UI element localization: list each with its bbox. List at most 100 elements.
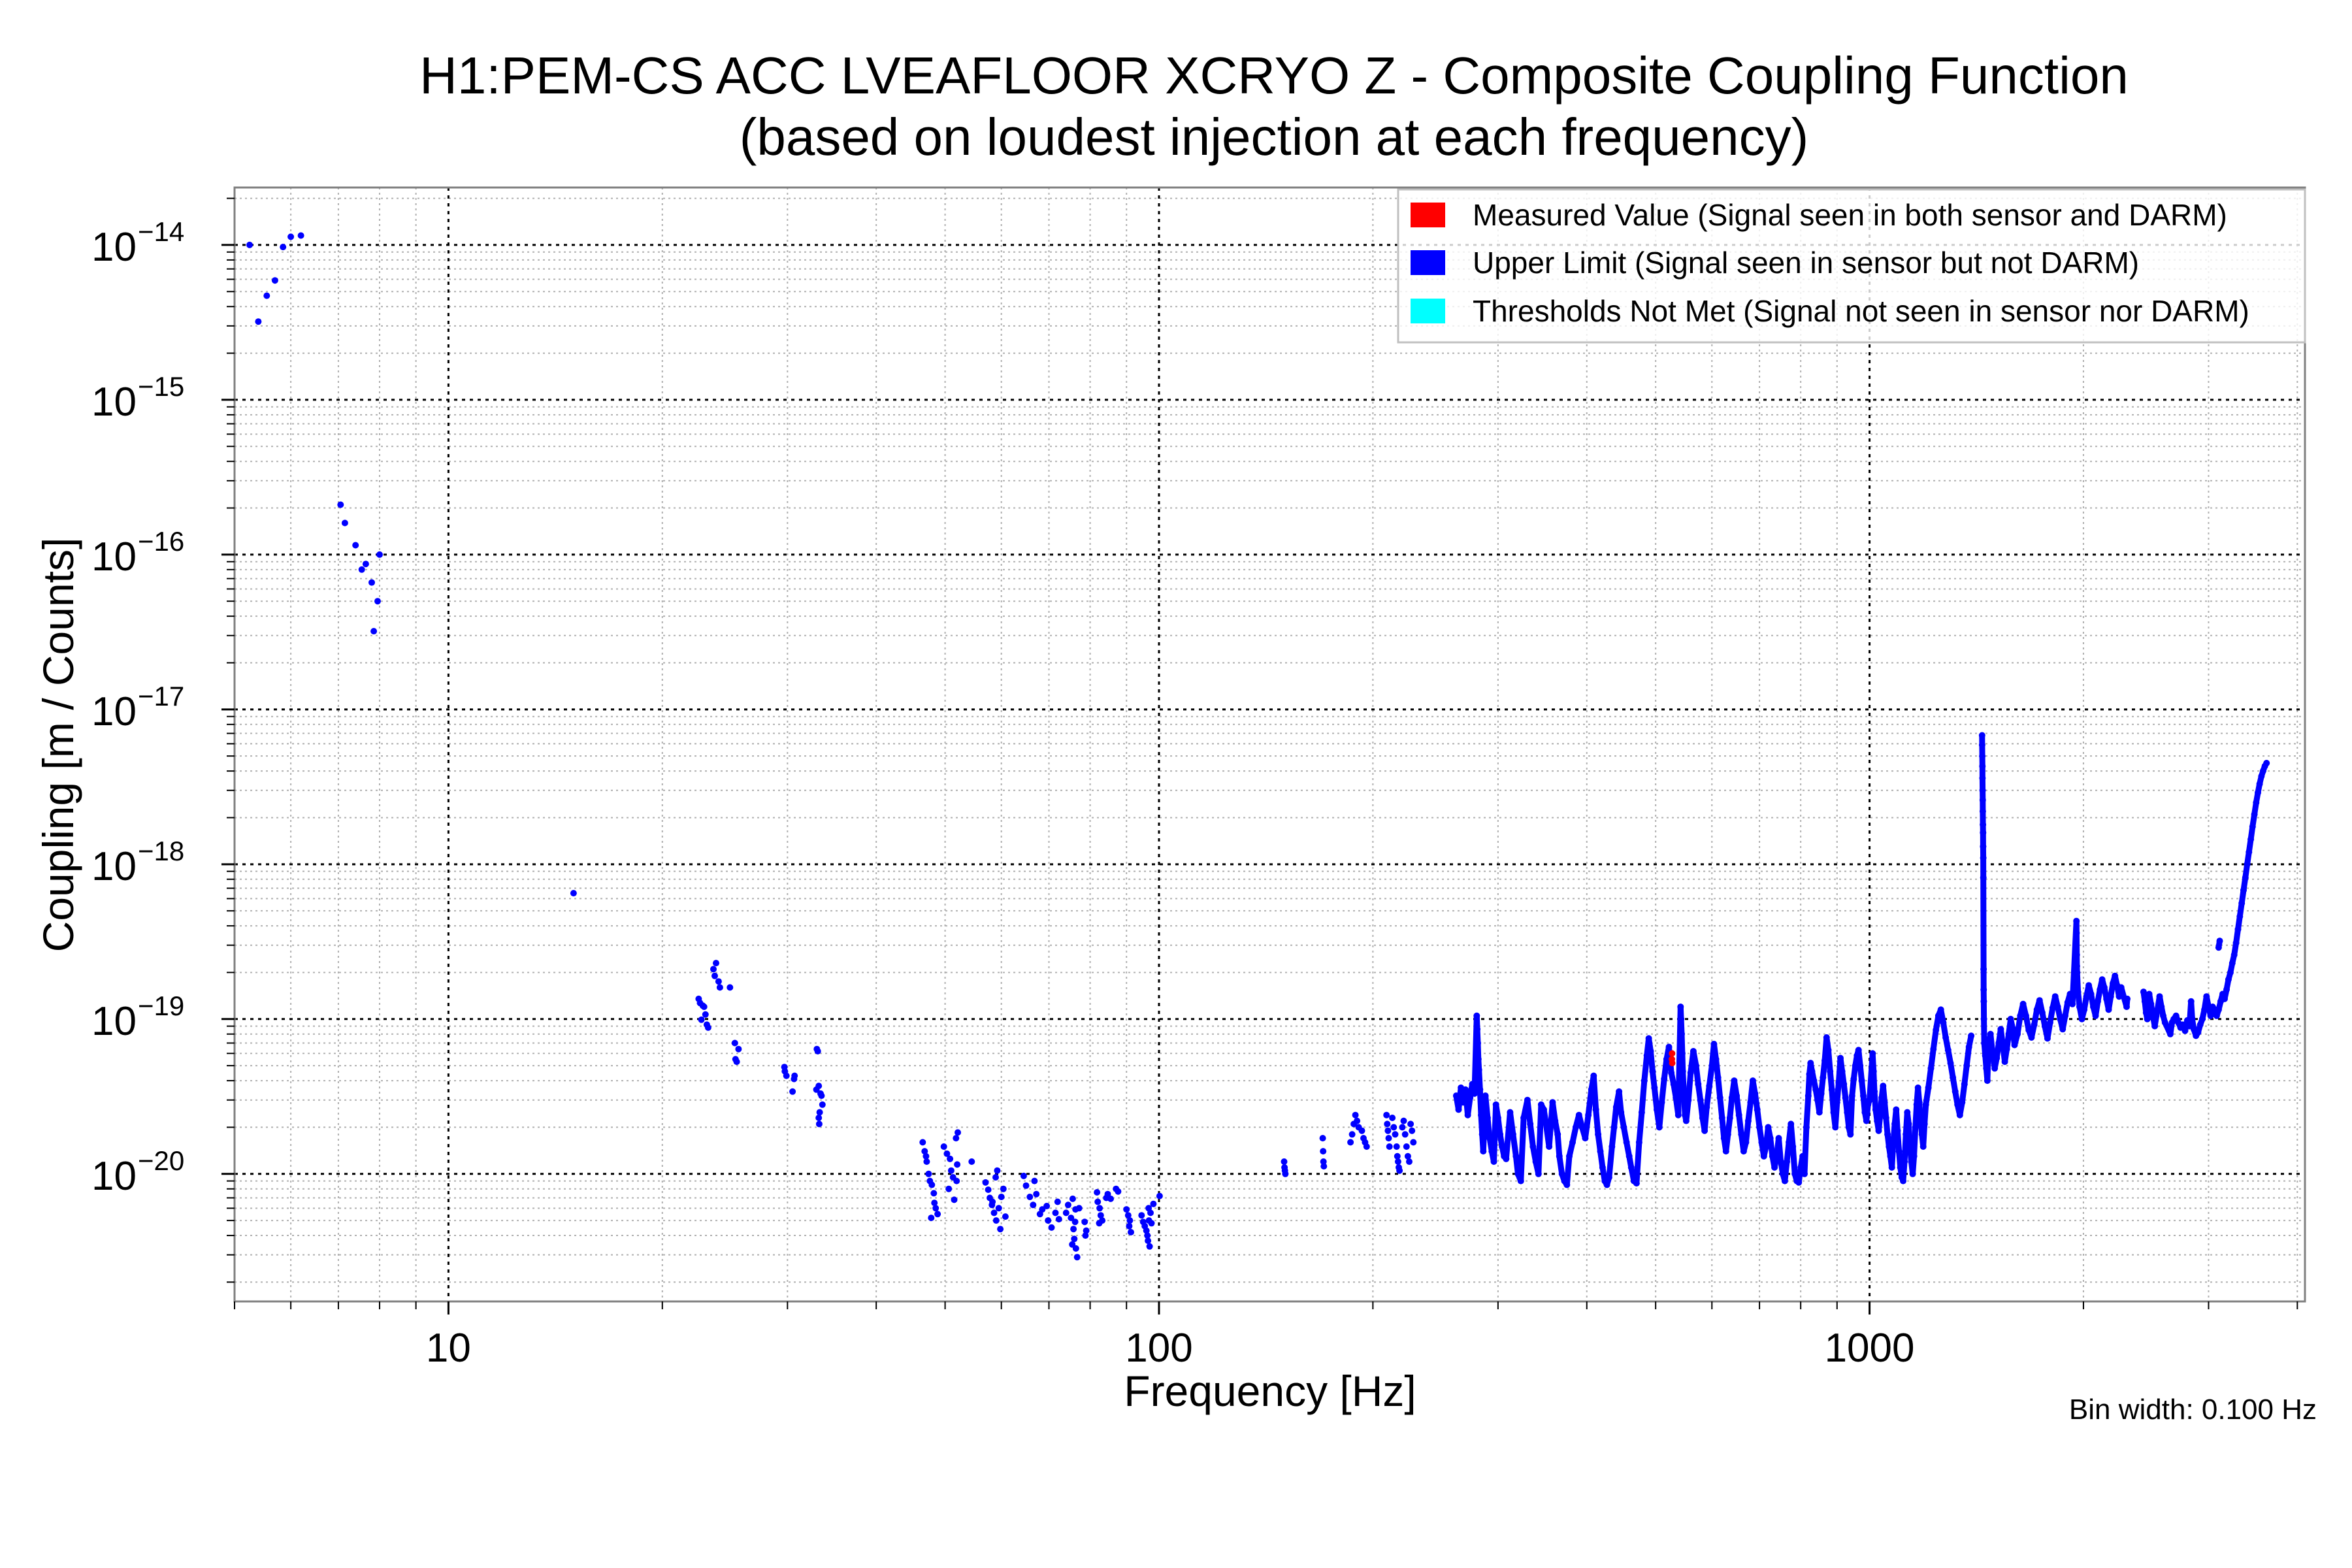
data-point-band — [1916, 1099, 1924, 1124]
data-point-band — [1921, 1102, 1929, 1127]
data-point-band — [1477, 1086, 1484, 1119]
data-point — [710, 966, 717, 973]
data-point — [255, 318, 262, 325]
data-point-band — [1524, 1097, 1533, 1127]
data-point — [1043, 1203, 1051, 1209]
data-point — [932, 1205, 939, 1212]
y-tick-exponent: −17 — [138, 681, 184, 711]
data-point — [815, 1115, 823, 1121]
data-point — [919, 1139, 926, 1146]
data-point-band — [1745, 1099, 1754, 1124]
data-point — [985, 1186, 992, 1193]
series-upper-limit — [246, 232, 2270, 1261]
data-point — [1347, 1139, 1354, 1146]
data-point — [246, 241, 253, 248]
data-point-band — [1535, 1102, 1544, 1177]
data-point — [715, 978, 722, 985]
chart-subtitle: (based on loudest injection at each freq… — [740, 108, 1809, 166]
data-point-band — [1776, 1135, 1784, 1165]
legend-swatch-upper-limit — [1411, 250, 1445, 275]
data-point — [947, 1155, 954, 1162]
data-point-band — [1476, 1067, 1483, 1093]
data-point — [1146, 1243, 1153, 1250]
data-point — [1033, 1190, 1040, 1198]
data-point-band — [1609, 1124, 1617, 1150]
data-point-band — [1754, 1106, 1763, 1130]
y-tick-exponent: −20 — [138, 1145, 184, 1176]
y-tick-label: 10 −15 — [91, 371, 184, 425]
data-point-band — [1713, 1056, 1722, 1081]
data-point-band — [1512, 1153, 1521, 1177]
data-point — [1039, 1206, 1046, 1213]
data-point — [702, 1011, 709, 1018]
minor-grid — [234, 188, 2305, 1301]
data-point-band — [1656, 1099, 1665, 1130]
data-point-band — [2188, 998, 2195, 1022]
data-point — [1143, 1227, 1150, 1234]
data-point — [1062, 1209, 1070, 1217]
data-point-band — [1889, 1139, 1897, 1171]
data-point — [1400, 1117, 1407, 1124]
data-point — [1354, 1117, 1361, 1124]
data-point-band — [2215, 938, 2223, 951]
data-point — [1319, 1135, 1326, 1142]
data-point — [1126, 1217, 1134, 1224]
data-point — [1384, 1120, 1391, 1128]
data-point-band — [1527, 1120, 1536, 1150]
data-point-band — [1593, 1106, 1601, 1137]
chart-title: H1:PEM-CS ACC LVEAFLOOR XCRYO Z - Compos… — [419, 46, 2129, 105]
y-tick-base: 10 — [91, 1154, 137, 1199]
data-point-band — [1825, 1047, 1833, 1075]
data-point — [1030, 1201, 1037, 1209]
data-point-band — [1706, 1062, 1715, 1089]
y-tick-base: 10 — [91, 534, 137, 580]
data-point — [704, 1024, 711, 1031]
plot-area — [221, 186, 2306, 1315]
data-point — [1410, 1139, 1417, 1146]
data-point-band — [1905, 1120, 1913, 1150]
y-tick-exponent: −19 — [138, 990, 184, 1021]
data-point — [1048, 1224, 1055, 1231]
data-point-band — [1959, 1081, 1968, 1105]
data-point — [992, 1174, 999, 1181]
data-point — [992, 1217, 1000, 1224]
data-point — [940, 1143, 947, 1150]
data-point — [815, 1120, 823, 1128]
data-point-band — [1507, 1109, 1516, 1137]
data-point-band — [1606, 1143, 1615, 1181]
x-tick-labels: 10 100 1000 — [426, 1326, 1915, 1371]
legend-swatch-measured — [1411, 203, 1445, 227]
data-point — [1320, 1148, 1327, 1155]
data-point — [1070, 1226, 1077, 1233]
data-point-band — [1912, 1102, 1920, 1130]
data-point — [337, 501, 344, 508]
data-point — [1383, 1111, 1390, 1119]
data-point — [1390, 1124, 1397, 1131]
data-point-band — [1966, 1032, 1974, 1050]
data-point-band — [1869, 1050, 1877, 1075]
data-point — [1002, 1213, 1009, 1220]
data-point-band — [1556, 1153, 1565, 1177]
x-tick-label: 1000 — [1825, 1326, 1915, 1371]
data-point — [1071, 1235, 1078, 1243]
data-point-band — [1801, 1124, 1810, 1177]
data-point-band — [1651, 1085, 1660, 1113]
y-tick-exponent: −15 — [138, 371, 184, 402]
data-point-band — [1717, 1094, 1725, 1121]
data-point-band — [1784, 1139, 1792, 1165]
data-point — [374, 598, 381, 605]
data-point — [990, 1209, 998, 1217]
series-measured-value — [1669, 1050, 1676, 1067]
data-point — [733, 1058, 740, 1066]
data-point-band — [1701, 1104, 1710, 1134]
data-point — [1392, 1131, 1399, 1138]
y-tick-label: 10 −20 — [91, 1145, 184, 1199]
data-point-band — [1871, 1088, 1879, 1113]
y-tick-label: 10 −18 — [91, 836, 184, 889]
y-axis-label: Coupling [m / Counts] — [34, 538, 82, 953]
data-point — [1389, 1115, 1396, 1121]
data-point-band — [1683, 1097, 1691, 1124]
data-point-band — [1827, 1068, 1835, 1093]
data-point — [998, 1194, 1005, 1200]
data-point-band — [1736, 1112, 1744, 1137]
